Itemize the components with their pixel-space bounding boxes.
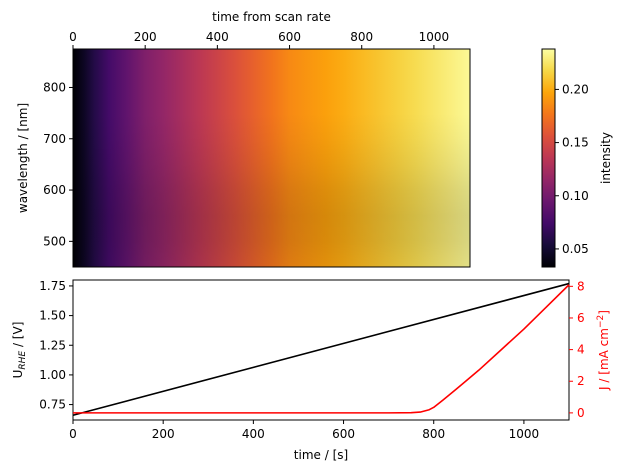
- line-right-y-tick-label: 8: [577, 279, 585, 293]
- potential-line: [72, 282, 570, 417]
- current-density-line: [73, 284, 570, 414]
- line-left-y-tick-label: 1.00: [39, 368, 66, 382]
- heatmap-y-tick-label: 800: [43, 80, 66, 94]
- line-x-tick-label: 400: [242, 427, 265, 441]
- u-rhe-subscript: RHE: [18, 351, 28, 370]
- colorbar-tick-label: 0.20: [562, 82, 589, 96]
- j-label-superscript: −2: [596, 315, 606, 328]
- colorbar-bar: [542, 49, 555, 267]
- heatmap-x-tick-label: 400: [206, 30, 229, 44]
- colorbar-tick-label: 0.05: [562, 242, 589, 256]
- heatmap-y-tick-label: 700: [43, 132, 66, 146]
- colorbar-frame: [541, 48, 556, 268]
- heatmap-frame: [72, 48, 471, 268]
- colorbar-label: intensity: [599, 132, 613, 184]
- colorbar: 0.05 0.10 0.15 0.20 intensity: [541, 48, 613, 268]
- line-x-tick-label: 1000: [509, 427, 540, 441]
- heatmap-panel: 0 200 400 600 800 1000 500 600 700 800 time from…: [16, 10, 471, 268]
- j-label-main: J / [mA cm: [597, 328, 611, 391]
- heatmap-x-tick-label: 200: [134, 30, 157, 44]
- line-right-y-tick-label: 2: [577, 374, 585, 388]
- line-left-y-tick-label: 0.75: [39, 398, 66, 412]
- line-right-y-tick-label: 0: [577, 406, 585, 420]
- heatmap-top-x-label: time from scan rate: [212, 10, 331, 24]
- heatmap-y-tick-label: 600: [43, 183, 66, 197]
- colorbar-tick-label: 0.15: [562, 136, 589, 150]
- line-left-y-ticks: 0.75 1.00 1.25 1.50 1.75: [39, 279, 73, 412]
- heatmap-x-tick-label: 1000: [419, 30, 450, 44]
- j-label-end: ]: [597, 310, 611, 315]
- heatmap-x-tick-label: 800: [350, 30, 373, 44]
- heatmap-y-ticks: 500 600 700 800: [43, 80, 73, 248]
- heatmap-wavelength-shade: [73, 49, 470, 267]
- colorbar-ticks: 0.05 0.10 0.15 0.20: [555, 82, 589, 256]
- heatmap-y-label: wavelength / [nm]: [16, 103, 30, 213]
- heatmap-top-x-ticks: 0 200 400 600 800 1000: [69, 30, 449, 49]
- colorbar-tick-label: 0.10: [562, 189, 589, 203]
- heatmap-x-tick-label: 0: [69, 30, 77, 44]
- line-left-y-tick-label: 1.75: [39, 279, 66, 293]
- line-left-y-tick-label: 1.25: [39, 338, 66, 352]
- line-panel: 0 200 400 600 800 1000 0.75 1.00 1.25 1.50 1.75 0…: [11, 279, 611, 462]
- line-x-tick-label: 200: [152, 427, 175, 441]
- line-series-group: [72, 282, 570, 417]
- line-right-y-label: J / [mA cm−2]: [596, 310, 611, 391]
- heatmap-y-tick-label: 500: [43, 234, 66, 248]
- line-x-tick-label: 600: [332, 427, 355, 441]
- line-left-y-tick-label: 1.50: [39, 309, 66, 323]
- line-right-y-tick-label: 4: [577, 343, 585, 357]
- u-rhe-main: U: [11, 370, 25, 379]
- line-x-tick-label: 0: [69, 427, 77, 441]
- heatmap-x-tick-label: 600: [278, 30, 301, 44]
- line-x-tick-label: 800: [422, 427, 445, 441]
- line-left-y-label: URHE / [V]: [11, 322, 28, 379]
- u-rhe-unit: / [V]: [11, 322, 25, 351]
- line-x-ticks: 0 200 400 600 800 1000: [69, 420, 539, 441]
- line-right-y-ticks: 0 2 4 6 8: [569, 279, 585, 420]
- line-x-label: time / [s]: [294, 448, 348, 462]
- line-right-y-tick-label: 6: [577, 311, 585, 325]
